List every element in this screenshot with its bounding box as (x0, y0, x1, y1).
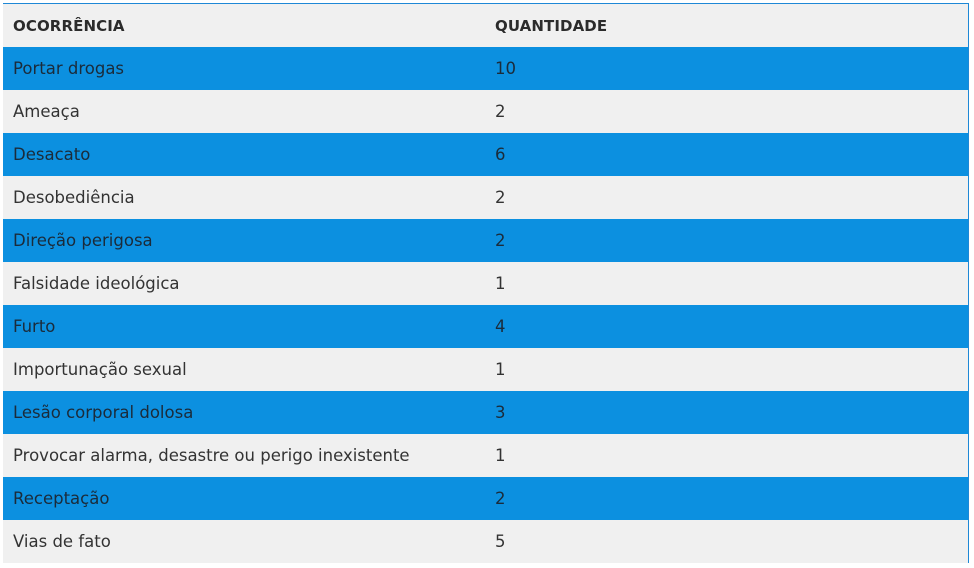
cell-ocorrencia: Furto (13, 317, 56, 336)
table-row: Furto 4 (3, 305, 968, 348)
table-row: Provocar alarma, desastre ou perigo inex… (3, 434, 968, 477)
header-quantidade: QUANTIDADE (495, 16, 608, 35)
cell-ocorrencia: Falsidade ideológica (13, 274, 180, 293)
cell-quantidade: 10 (495, 59, 516, 78)
cell-quantidade: 2 (495, 231, 506, 250)
table-row: Desobediência 2 (3, 176, 968, 219)
cell-ocorrencia: Desacato (13, 145, 91, 164)
cell-quantidade: 3 (495, 403, 506, 422)
cell-quantidade: 2 (495, 489, 506, 508)
cell-ocorrencia: Lesão corporal dolosa (13, 403, 194, 422)
table-row: Desacato 6 (3, 133, 968, 176)
header-ocorrencia: OCORRÊNCIA (13, 16, 125, 35)
table-row: Importunação sexual 1 (3, 348, 968, 391)
cell-quantidade: 2 (495, 188, 506, 207)
cell-quantidade: 6 (495, 145, 506, 164)
table-row: Lesão corporal dolosa 3 (3, 391, 968, 434)
cell-ocorrencia: Ameaça (13, 102, 80, 121)
cell-quantidade: 5 (495, 532, 506, 551)
cell-ocorrencia: Direção perigosa (13, 231, 153, 250)
table-row: Receptação 2 (3, 477, 968, 520)
table-container: OCORRÊNCIA QUANTIDADE Portar drogas 10 A… (3, 3, 969, 563)
cell-ocorrencia: Desobediência (13, 188, 135, 207)
cell-quantidade: 1 (495, 446, 506, 465)
cell-quantidade: 1 (495, 274, 506, 293)
table-row: Portar drogas 10 (3, 47, 968, 90)
table-row: Direção perigosa 2 (3, 219, 968, 262)
table-row: Falsidade ideológica 1 (3, 262, 968, 305)
table-row: Ameaça 2 (3, 90, 968, 133)
table-row: Vias de fato 5 (3, 520, 968, 563)
cell-quantidade: 1 (495, 360, 506, 379)
cell-quantidade: 2 (495, 102, 506, 121)
cell-ocorrencia: Portar drogas (13, 59, 125, 78)
cell-ocorrencia: Importunação sexual (13, 360, 187, 379)
cell-ocorrencia: Receptação (13, 489, 110, 508)
cell-ocorrencia: Vias de fato (13, 532, 111, 551)
cell-quantidade: 4 (495, 317, 506, 336)
occurrences-table: OCORRÊNCIA QUANTIDADE Portar drogas 10 A… (3, 4, 968, 563)
table-header-row: OCORRÊNCIA QUANTIDADE (3, 4, 968, 47)
cell-ocorrencia: Provocar alarma, desastre ou perigo inex… (13, 446, 410, 465)
